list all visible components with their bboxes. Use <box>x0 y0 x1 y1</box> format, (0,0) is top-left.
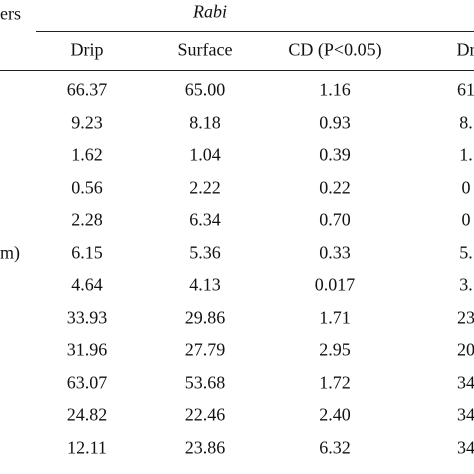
cell: 2.22 <box>189 177 221 197</box>
cell: 53.68 <box>184 372 226 392</box>
cell: 20 <box>457 339 474 360</box>
cell: 2.28 <box>71 209 103 230</box>
column-header: CD (P<0.05) <box>288 39 382 60</box>
cell: 9.23 <box>71 112 103 132</box>
cell: 4.64 <box>71 274 103 295</box>
cell: 31.96 <box>66 339 108 360</box>
season-header: Rabi <box>193 1 227 22</box>
cell: 0.56 <box>71 177 103 197</box>
cell: 1.62 <box>71 144 103 165</box>
cell: 63.07 <box>66 372 108 392</box>
cell: 2.40 <box>319 404 351 425</box>
cell: 66.37 <box>66 79 108 100</box>
cell: 6.34 <box>189 209 221 230</box>
cell: 24.82 <box>66 404 108 425</box>
cell: 1.72 <box>319 372 351 392</box>
column-header: Drip <box>70 39 104 60</box>
cell: 0.70 <box>319 209 351 230</box>
header-rule <box>0 70 474 71</box>
parameter-header: ers <box>0 3 21 24</box>
cell: 6.15 <box>71 242 103 262</box>
cell: 23.86 <box>184 437 226 457</box>
cell: 12.11 <box>67 437 107 457</box>
cell: 0 <box>461 209 471 230</box>
cell: 1.04 <box>189 144 221 165</box>
cell: 65.00 <box>184 79 226 100</box>
row-label: m) <box>0 242 20 262</box>
cell: 29.86 <box>184 307 226 327</box>
cell: 8. <box>459 112 473 132</box>
cell: 6.32 <box>319 437 351 457</box>
cell: 27.79 <box>184 339 226 360</box>
cell: 5. <box>459 242 473 262</box>
cell: 23 <box>457 307 474 327</box>
cell: 1. <box>459 144 473 165</box>
cell: 1.16 <box>319 79 351 100</box>
cell: 0.22 <box>319 177 351 197</box>
cell: 8.18 <box>189 112 221 132</box>
cell: 4.13 <box>189 274 221 295</box>
cell: 34 <box>457 404 474 425</box>
cell: 33.93 <box>66 307 108 327</box>
cell: 2.95 <box>319 339 351 360</box>
cell: 0.33 <box>319 242 351 262</box>
cell: 1.71 <box>319 307 351 327</box>
cell: 0 <box>461 177 471 197</box>
column-header: Surface <box>177 39 233 60</box>
cell: 22.46 <box>184 404 226 425</box>
cell: 0.39 <box>319 144 351 165</box>
cell: 0.017 <box>314 274 356 295</box>
cell: 0.93 <box>319 112 351 132</box>
season-rule <box>36 31 474 32</box>
cell: 5.36 <box>189 242 221 262</box>
cell: 34 <box>457 372 474 392</box>
column-header: Dr <box>456 39 474 60</box>
cell: 3. <box>459 274 473 295</box>
cell: 61 <box>457 79 474 100</box>
cell: 34 <box>457 437 474 457</box>
